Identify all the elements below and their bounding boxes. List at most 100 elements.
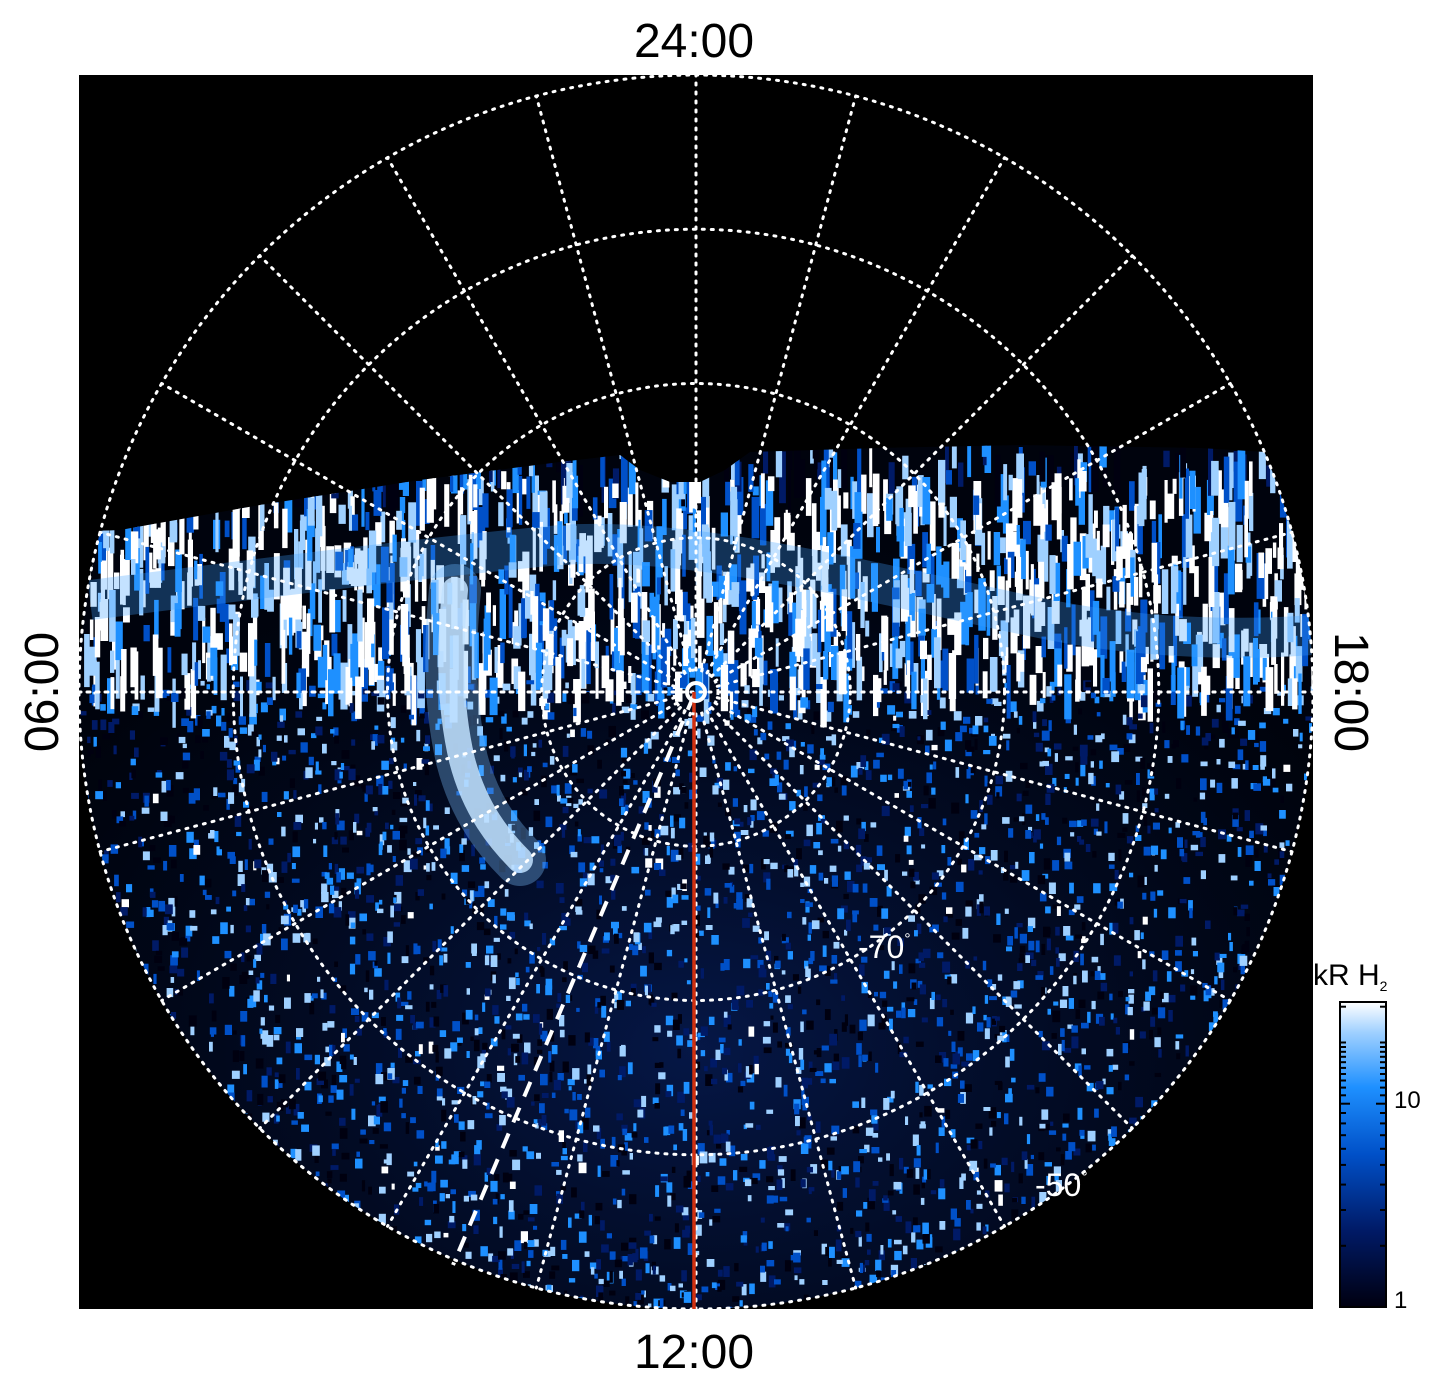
- emission-pixel: [972, 725, 979, 735]
- emission-pixel: [538, 1023, 543, 1035]
- emission-pixel: [1010, 990, 1018, 998]
- emission-pixel: [172, 678, 176, 728]
- emission-pixel: [530, 672, 537, 706]
- emission-pixel: [1113, 445, 1121, 494]
- emission-pixel: [416, 758, 423, 770]
- emission-pixel: [283, 904, 289, 910]
- emission-pixel: [332, 886, 339, 899]
- emission-pixel: [829, 1078, 836, 1084]
- emission-pixel: [983, 725, 989, 733]
- emission-pixel: [560, 1186, 567, 1191]
- emission-pixel: [718, 1037, 726, 1043]
- emission-pixel: [477, 726, 483, 736]
- emission-pixel: [822, 945, 827, 957]
- emission-pixel: [187, 539, 193, 587]
- emission-pixel: [392, 534, 397, 562]
- emission-pixel: [614, 627, 620, 670]
- emission-pixel: [321, 892, 329, 903]
- emission-pixel: [268, 1005, 275, 1011]
- emission-pixel: [894, 793, 899, 798]
- emission-pixel: [1066, 644, 1073, 672]
- emission-pixel: [1092, 1144, 1096, 1151]
- emission-pixel: [497, 458, 501, 489]
- emission-pixel: [843, 673, 850, 723]
- emission-pixel: [574, 821, 579, 827]
- emission-pixel: [1078, 708, 1083, 715]
- emission-pixel: [983, 717, 989, 723]
- emission-pixel: [122, 559, 130, 596]
- emission-pixel: [1095, 550, 1102, 583]
- emission-pixel: [538, 739, 543, 748]
- emission-pixel: [990, 850, 998, 861]
- emission-pixel: [801, 1085, 805, 1097]
- emission-pixel: [1074, 445, 1078, 486]
- emission-pixel: [1072, 746, 1079, 751]
- emission-pixel: [901, 1007, 906, 1019]
- emission-pixel: [1212, 592, 1220, 644]
- emission-pixel: [209, 1041, 213, 1052]
- emission-pixel: [443, 985, 449, 997]
- emission-pixel: [955, 767, 960, 778]
- emission-pixel: [349, 1054, 354, 1060]
- emission-pixel: [1220, 507, 1229, 559]
- emission-pixel: [908, 963, 916, 974]
- emission-pixel: [520, 827, 526, 840]
- emission-pixel: [763, 859, 770, 865]
- emission-pixel: [728, 590, 734, 605]
- emission-pixel: [645, 1263, 650, 1274]
- emission-pixel: [1053, 562, 1061, 601]
- emission-pixel: [219, 572, 226, 622]
- emission-pixel: [462, 1224, 467, 1232]
- emission-pixel: [325, 1046, 332, 1053]
- emission-pixel: [1244, 480, 1249, 519]
- emission-pixel: [482, 493, 489, 528]
- emission-pixel: [1232, 764, 1241, 770]
- emission-pixel: [991, 698, 999, 705]
- emission-pixel: [648, 952, 654, 964]
- emission-pixel: [621, 706, 630, 714]
- emission-pixel: [560, 1239, 567, 1250]
- emission-pixel: [817, 794, 823, 802]
- emission-pixel: [720, 1044, 724, 1054]
- emission-pixel: [1206, 479, 1214, 515]
- emission-pixel: [116, 892, 121, 903]
- emission-pixel: [1244, 515, 1248, 558]
- emission-pixel: [675, 556, 681, 604]
- emission-pixel: [589, 862, 595, 871]
- emission-pixel: [725, 762, 731, 771]
- emission-pixel: [282, 755, 287, 761]
- emission-pixel: [736, 899, 743, 910]
- emission-pixel: [787, 1004, 793, 1010]
- emission-pixel: [364, 622, 372, 668]
- emission-pixel: [1058, 1043, 1062, 1056]
- emission-pixel: [463, 1195, 469, 1202]
- emission-pixel: [1009, 865, 1016, 870]
- emission-pixel: [834, 973, 838, 984]
- emission-pixel: [750, 563, 755, 596]
- emission-pixel: [901, 1002, 906, 1011]
- emission-pixel: [1022, 790, 1029, 796]
- emission-pixel: [1043, 926, 1051, 938]
- emission-pixel: [1090, 761, 1094, 768]
- emission-pixel: [304, 1054, 313, 1061]
- emission-pixel: [202, 734, 209, 743]
- emission-pixel: [193, 597, 199, 641]
- emission-pixel: [305, 767, 313, 779]
- emission-pixel: [757, 737, 763, 745]
- emission-pixel: [749, 1283, 755, 1295]
- emission-pixel: [740, 1153, 748, 1161]
- emission-pixel: [817, 462, 822, 480]
- emission-pixel: [1041, 1109, 1049, 1120]
- emission-pixel: [345, 666, 351, 705]
- emission-pixel: [747, 708, 753, 713]
- emission-pixel: [1067, 544, 1074, 590]
- emission-pixel: [1112, 576, 1120, 592]
- emission-pixel: [336, 1089, 344, 1100]
- emission-pixel: [120, 554, 125, 605]
- emission-pixel: [376, 775, 384, 787]
- emission-pixel: [694, 932, 700, 940]
- emission-pixel: [230, 963, 237, 971]
- emission-pixel: [597, 1002, 602, 1008]
- emission-pixel: [228, 604, 236, 620]
- emission-pixel: [972, 1006, 976, 1014]
